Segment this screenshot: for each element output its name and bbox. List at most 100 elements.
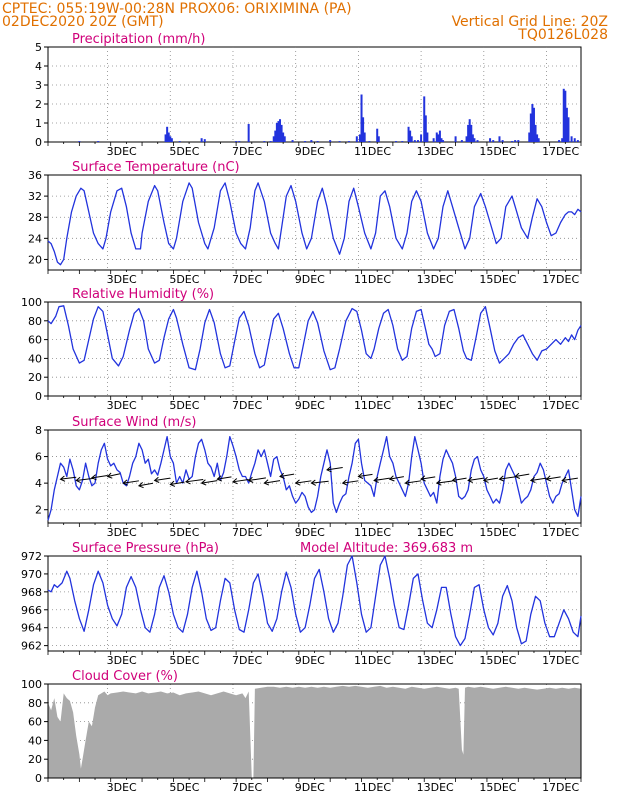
x-tick-label: 11DEC xyxy=(354,781,391,794)
x-tick-label: 3DEC xyxy=(107,273,137,286)
precip-bar xyxy=(283,136,286,142)
y-tick-label: 20 xyxy=(28,753,42,766)
precip-bar xyxy=(316,141,319,142)
precip-bar xyxy=(438,130,441,142)
y-tick-label: 24 xyxy=(28,232,42,245)
y-tick-label: 40 xyxy=(28,734,42,747)
wind-arrow xyxy=(170,481,185,485)
precip-bar xyxy=(360,94,363,142)
wind-arrow xyxy=(530,477,547,481)
precip-bar xyxy=(247,123,250,142)
precip-bar xyxy=(416,140,419,142)
wind-arrow-head xyxy=(561,476,567,483)
x-tick-label: 15DEC xyxy=(479,526,516,539)
precip-bar xyxy=(169,136,172,142)
precip-bar xyxy=(492,140,495,142)
precip-bar xyxy=(167,132,170,142)
precip-bar xyxy=(413,140,416,142)
wind-arrow xyxy=(279,473,295,477)
precip-bar xyxy=(407,126,410,142)
x-tick-label: 15DEC xyxy=(479,654,516,667)
wind-arrow xyxy=(405,480,422,484)
wind-arrow-head xyxy=(467,476,473,483)
series-line xyxy=(47,435,582,521)
wind-arrow-head xyxy=(169,480,176,487)
panel-title: Relative Humidity (%) xyxy=(72,287,214,302)
y-tick-label: 968 xyxy=(21,586,42,599)
x-tick-label: 5DEC xyxy=(169,654,199,667)
wind-arrow-head xyxy=(326,466,332,473)
x-tick-label: 9DEC xyxy=(295,526,325,539)
precip-bar xyxy=(203,139,206,142)
y-tick-label: 966 xyxy=(21,604,42,617)
y-tick-label: 970 xyxy=(21,568,42,581)
y-tick-label: 2 xyxy=(35,98,42,111)
precip-bar xyxy=(442,140,445,142)
precip-bar xyxy=(304,141,307,142)
header-grid-note: Vertical Grid Line: 20Z xyxy=(451,14,608,30)
y-tick-label: 80 xyxy=(28,315,42,328)
precip-bar xyxy=(465,136,468,142)
y-tick-label: 20 xyxy=(28,371,42,384)
precip-bar xyxy=(511,141,514,142)
x-tick-label: 13DEC xyxy=(417,526,454,539)
precip-bar xyxy=(376,128,379,142)
precip-bar xyxy=(562,88,565,142)
y-tick-label: 40 xyxy=(28,352,42,365)
y-tick-label: 5 xyxy=(35,41,42,54)
precip-bar xyxy=(501,140,504,142)
x-tick-label: 11DEC xyxy=(354,145,391,158)
precip-bar xyxy=(570,136,573,142)
panel-title: Precipitation (mm/h) xyxy=(72,32,205,47)
y-tick-label: 60 xyxy=(28,334,42,347)
wind-arrow xyxy=(373,477,390,481)
x-tick-label: 7DEC xyxy=(232,145,262,158)
x-tick-label: 7DEC xyxy=(232,399,262,412)
y-tick-label: 4 xyxy=(35,60,42,73)
x-tick-label: 15DEC xyxy=(479,273,516,286)
precip-bar xyxy=(355,136,358,142)
precip-bar xyxy=(471,134,474,142)
precip-bar xyxy=(338,141,341,142)
y-tick-label: 962 xyxy=(21,640,42,653)
x-tick-label: 7DEC xyxy=(232,654,262,667)
y-tick-label: 0 xyxy=(35,772,42,785)
y-tick-label: 4 xyxy=(35,477,42,490)
y-tick-label: 0 xyxy=(35,390,42,403)
wind-arrow-head xyxy=(404,479,411,486)
precip-bar xyxy=(358,134,361,142)
x-tick-label: 15DEC xyxy=(479,145,516,158)
wind-arrow xyxy=(138,482,154,487)
x-tick-label: 9DEC xyxy=(295,273,325,286)
precip-bar xyxy=(536,134,539,142)
wind-arrow xyxy=(358,473,373,477)
wind-arrow-head xyxy=(106,472,113,479)
x-tick-label: 7DEC xyxy=(232,781,262,794)
wind-arrow-head xyxy=(59,475,66,482)
precip-bar xyxy=(423,96,426,142)
precip-bar xyxy=(424,115,427,142)
wind-arrow-head xyxy=(373,476,379,483)
cloud-area xyxy=(48,685,581,778)
precip-bar xyxy=(170,138,173,142)
wind-arrow-head xyxy=(545,475,552,482)
precip-bar xyxy=(97,141,100,142)
precip-bar xyxy=(275,123,278,142)
wind-arrow xyxy=(546,476,561,480)
precip-bar xyxy=(410,136,413,142)
header-model-id: TQ0126L028 xyxy=(518,27,608,43)
wind-arrow xyxy=(217,476,232,480)
x-tick-label: 13DEC xyxy=(417,273,454,286)
wind-arrow-head xyxy=(357,472,364,479)
series-line xyxy=(47,305,582,371)
precip-bar xyxy=(532,107,535,142)
wind-arrow xyxy=(311,480,329,484)
series-line xyxy=(47,182,582,266)
precip-bar xyxy=(468,119,471,142)
precip-bar xyxy=(567,117,570,142)
x-tick-label: 11DEC xyxy=(354,526,391,539)
y-tick-label: 0 xyxy=(35,136,42,149)
x-tick-label: 15DEC xyxy=(479,781,516,794)
precip-bar xyxy=(514,140,517,142)
